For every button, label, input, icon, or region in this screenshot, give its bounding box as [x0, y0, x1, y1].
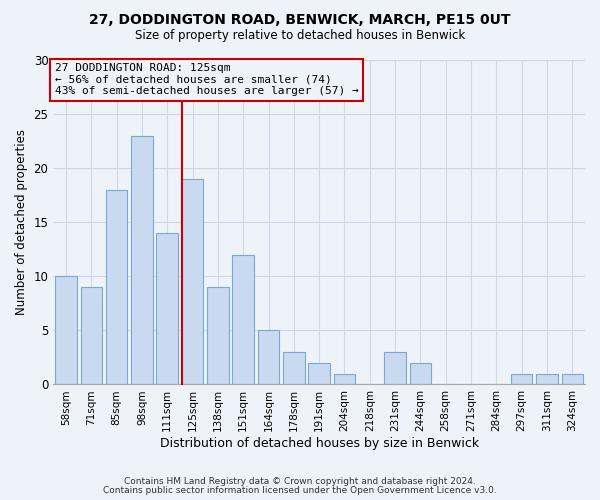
Bar [410, 363, 431, 384]
Text: Contains HM Land Registry data © Crown copyright and database right 2024.: Contains HM Land Registry data © Crown c… [124, 477, 476, 486]
Bar [55, 276, 77, 384]
Text: Size of property relative to detached houses in Benwick: Size of property relative to detached ho… [135, 29, 465, 42]
Text: 27, DODDINGTON ROAD, BENWICK, MARCH, PE15 0UT: 27, DODDINGTON ROAD, BENWICK, MARCH, PE1… [89, 12, 511, 26]
Bar [511, 374, 532, 384]
Text: Contains public sector information licensed under the Open Government Licence v3: Contains public sector information licen… [103, 486, 497, 495]
Bar [334, 374, 355, 384]
Bar [80, 287, 102, 384]
Bar [562, 374, 583, 384]
Bar [283, 352, 305, 384]
Y-axis label: Number of detached properties: Number of detached properties [15, 129, 28, 315]
Bar [207, 287, 229, 384]
Bar [536, 374, 558, 384]
Bar [106, 190, 127, 384]
Bar [131, 136, 152, 384]
Bar [258, 330, 279, 384]
X-axis label: Distribution of detached houses by size in Benwick: Distribution of detached houses by size … [160, 437, 479, 450]
Bar [232, 254, 254, 384]
Bar [157, 233, 178, 384]
Text: 27 DODDINGTON ROAD: 125sqm
← 56% of detached houses are smaller (74)
43% of semi: 27 DODDINGTON ROAD: 125sqm ← 56% of deta… [55, 63, 358, 96]
Bar [308, 363, 330, 384]
Bar [182, 179, 203, 384]
Bar [385, 352, 406, 384]
